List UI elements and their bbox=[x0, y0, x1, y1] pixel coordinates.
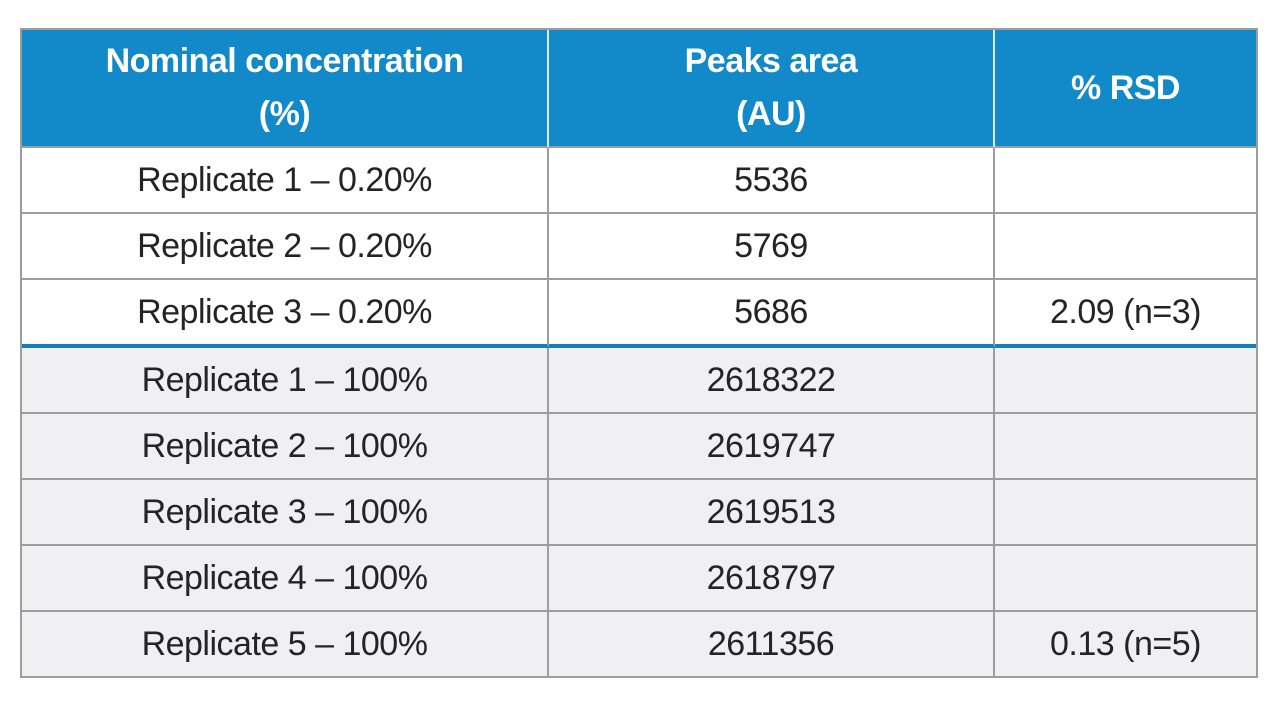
table-row: Replicate 5 – 100% 2611356 0.13 (n=5) bbox=[22, 612, 1256, 676]
cell-nominal-concentration: Replicate 3 – 0.20% bbox=[22, 280, 549, 348]
cell-peaks-area: 2618797 bbox=[549, 546, 995, 612]
col-header-nominal-concentration: Nominal concentration (%) bbox=[22, 30, 549, 148]
header-line: Nominal concentration bbox=[105, 42, 464, 81]
cell-rsd: 2.09 (n=3) bbox=[995, 280, 1256, 348]
cell-rsd: 0.13 (n=5) bbox=[995, 612, 1256, 676]
table-row: Replicate 2 – 100% 2619747 bbox=[22, 414, 1256, 480]
header-line: % RSD bbox=[1071, 68, 1180, 107]
table-row: Replicate 1 – 100% 2618322 bbox=[22, 348, 1256, 414]
cell-nominal-concentration: Replicate 4 – 100% bbox=[22, 546, 549, 612]
cell-rsd bbox=[995, 480, 1256, 546]
cell-peaks-area: 2618322 bbox=[549, 348, 995, 414]
cell-nominal-concentration: Replicate 1 – 0.20% bbox=[22, 148, 549, 214]
cell-nominal-concentration: Replicate 5 – 100% bbox=[22, 612, 549, 676]
cell-peaks-area: 2611356 bbox=[549, 612, 995, 676]
header-line: (%) bbox=[258, 95, 311, 133]
cell-peaks-area: 5686 bbox=[549, 280, 995, 348]
replicates-table: Nominal concentration (%) Peaks area (AU… bbox=[20, 28, 1258, 678]
table-row: Replicate 1 – 0.20% 5536 bbox=[22, 148, 1256, 214]
cell-rsd bbox=[995, 546, 1256, 612]
cell-peaks-area: 5769 bbox=[549, 214, 995, 280]
cell-rsd bbox=[995, 214, 1256, 280]
cell-peaks-area: 5536 bbox=[549, 148, 995, 214]
cell-nominal-concentration: Replicate 3 – 100% bbox=[22, 480, 549, 546]
cell-rsd bbox=[995, 414, 1256, 480]
replicates-table-container: Nominal concentration (%) Peaks area (AU… bbox=[20, 28, 1258, 678]
cell-peaks-area: 2619747 bbox=[549, 414, 995, 480]
header-line: Peaks area bbox=[684, 42, 858, 81]
table-row: Replicate 2 – 0.20% 5769 bbox=[22, 214, 1256, 280]
table-row: Replicate 4 – 100% 2618797 bbox=[22, 546, 1256, 612]
cell-rsd bbox=[995, 348, 1256, 414]
cell-nominal-concentration: Replicate 1 – 100% bbox=[22, 348, 549, 414]
col-header-rsd: % RSD bbox=[995, 30, 1256, 148]
cell-nominal-concentration: Replicate 2 – 0.20% bbox=[22, 214, 549, 280]
table-row: Replicate 3 – 100% 2619513 bbox=[22, 480, 1256, 546]
table-row: Replicate 3 – 0.20% 5686 2.09 (n=3) bbox=[22, 280, 1256, 348]
cell-rsd bbox=[995, 148, 1256, 214]
header-row: Nominal concentration (%) Peaks area (AU… bbox=[22, 30, 1256, 148]
col-header-peaks-area: Peaks area (AU) bbox=[549, 30, 995, 148]
cell-peaks-area: 2619513 bbox=[549, 480, 995, 546]
header-line: (AU) bbox=[736, 95, 806, 133]
cell-nominal-concentration: Replicate 2 – 100% bbox=[22, 414, 549, 480]
